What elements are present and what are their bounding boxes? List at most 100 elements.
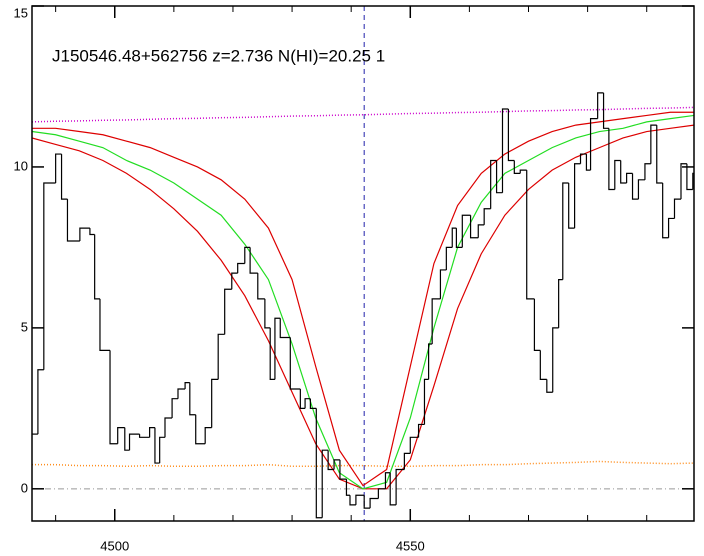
flux-step xyxy=(579,153,587,164)
flux-step xyxy=(686,163,693,191)
flux-step xyxy=(477,224,485,238)
flux-step xyxy=(164,417,173,438)
flux-step xyxy=(395,468,405,505)
flux-step xyxy=(692,172,694,190)
axes-frame xyxy=(31,5,695,522)
y-tick-label: 0 xyxy=(21,480,28,495)
flux-step xyxy=(66,199,80,242)
flux-step xyxy=(109,350,118,445)
flux-step xyxy=(257,273,265,300)
flux-step xyxy=(321,449,329,518)
flux-step xyxy=(431,298,441,344)
flux-step xyxy=(469,215,479,239)
flux-step xyxy=(637,179,645,200)
flux-step xyxy=(274,317,281,380)
flux-step xyxy=(60,154,68,200)
flux-step xyxy=(79,227,90,241)
flux-step xyxy=(585,154,591,171)
flux-step xyxy=(483,208,491,225)
flux-step xyxy=(224,288,232,335)
flux-step xyxy=(417,423,425,438)
flux-step xyxy=(177,388,186,399)
flux-step xyxy=(673,198,681,219)
flux-step xyxy=(495,160,503,194)
flux-step xyxy=(55,153,62,184)
flux-step xyxy=(327,450,335,471)
flux-step xyxy=(602,92,609,129)
model-curve xyxy=(32,114,694,490)
flux-step xyxy=(211,378,219,428)
flux-step xyxy=(507,109,515,162)
y-tick-label: 15 xyxy=(14,5,28,20)
flux-step xyxy=(656,125,663,184)
flux-step xyxy=(384,472,391,489)
flux-step xyxy=(597,92,604,119)
flux-step xyxy=(37,369,44,435)
flux-step xyxy=(451,227,457,248)
flux-step xyxy=(519,169,527,174)
flux-step xyxy=(562,182,569,280)
flux-step xyxy=(533,298,541,352)
flux-step xyxy=(589,118,598,171)
flux-step xyxy=(204,427,212,444)
flux-step xyxy=(355,494,365,505)
flux-step xyxy=(279,318,291,339)
flux-step xyxy=(189,382,196,416)
flux-step xyxy=(558,278,563,328)
flux-step xyxy=(650,124,657,164)
flux-step xyxy=(620,160,627,184)
flux-step xyxy=(89,228,95,236)
flux-step xyxy=(526,170,535,300)
flux-step xyxy=(128,433,140,451)
flux-step xyxy=(171,398,178,418)
flux-step xyxy=(299,389,306,409)
flux-step xyxy=(237,262,245,274)
flux-step xyxy=(568,183,575,229)
flux-step xyxy=(117,427,125,444)
plot-area xyxy=(32,6,694,521)
flux-step xyxy=(667,217,675,238)
flux-step xyxy=(345,479,350,496)
flux-step xyxy=(333,459,340,470)
flux-step xyxy=(662,183,669,239)
flux-step xyxy=(626,172,633,184)
flux-step xyxy=(244,246,251,264)
flux-step xyxy=(231,272,238,290)
flux-step xyxy=(680,163,687,200)
flux-step xyxy=(124,427,130,451)
x-tick-label: 4500 xyxy=(100,538,129,553)
flux-step xyxy=(461,214,471,248)
flux-step xyxy=(195,414,206,445)
flux-step xyxy=(269,327,275,380)
y-tick-label: 5 xyxy=(21,319,28,334)
flux-step xyxy=(138,434,150,438)
flux-step xyxy=(339,459,347,480)
flux-step xyxy=(644,163,651,180)
flux-step xyxy=(403,452,411,470)
flux-step xyxy=(455,228,463,249)
flux-step xyxy=(513,160,521,174)
flux-step xyxy=(289,337,301,390)
flux-step xyxy=(614,159,621,190)
flux-step xyxy=(264,298,271,329)
flux-step xyxy=(363,495,371,509)
flux-step xyxy=(445,246,453,270)
flux-step xyxy=(369,497,379,509)
flux-step xyxy=(439,269,447,299)
flux-step xyxy=(94,234,100,300)
flux-step xyxy=(574,163,581,229)
flux-step xyxy=(184,381,190,390)
flux-step xyxy=(608,128,615,191)
flux-step xyxy=(249,247,258,274)
flux-step xyxy=(304,398,311,409)
flux-step xyxy=(389,472,397,506)
flux-step xyxy=(349,495,356,506)
y-tick-label: 10 xyxy=(14,158,28,173)
flux-step xyxy=(490,159,497,209)
flux-step xyxy=(409,436,419,454)
flux-step xyxy=(159,436,165,464)
flux-step xyxy=(309,398,317,409)
flux-step xyxy=(99,298,111,352)
flux-step xyxy=(501,108,509,193)
